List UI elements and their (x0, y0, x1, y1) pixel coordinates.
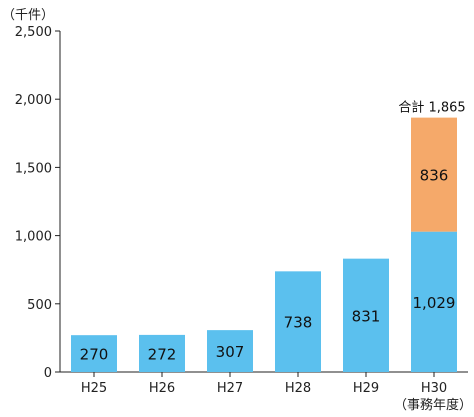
data-label: 270 (80, 346, 109, 364)
bar-h25-s0 (71, 335, 117, 372)
x-tick-label: H28 (285, 381, 311, 396)
x-tick-label: H29 (353, 381, 379, 396)
data-label: 836 (420, 167, 449, 185)
x-tick-label: H25 (81, 381, 107, 396)
y-tick-label: 500 (27, 298, 52, 313)
x-axis-unit-label: （事務年度） (394, 397, 472, 413)
data-label: 1,029 (413, 294, 456, 312)
bar-h26-s0 (139, 334, 185, 372)
total-annotation: 合計 1,865 (398, 100, 465, 116)
bar-h30-s1 (411, 117, 457, 232)
data-label: 272 (148, 345, 177, 363)
y-tick-label: 2,500 (15, 25, 52, 40)
bar-h27-s0 (207, 330, 253, 372)
data-label: 738 (284, 314, 313, 332)
bar-h29-s0 (343, 258, 389, 372)
x-tick-label: H30 (421, 381, 447, 396)
y-tick-label: 1,000 (15, 230, 52, 245)
y-tick-label: 1,500 (15, 161, 52, 176)
y-tick-label: 0 (44, 366, 52, 381)
plot-area: 0 500 1,000 1,500 2,000 2,500 270 H25 272 H26 307 H… (15, 25, 468, 396)
y-tick-label: 2,000 (15, 93, 52, 108)
x-tick-label: H26 (149, 381, 175, 396)
y-axis-unit-label: （千件） (2, 8, 54, 23)
bar-h28-s0 (275, 271, 321, 372)
data-label: 307 (216, 343, 245, 361)
data-label: 831 (352, 307, 381, 325)
bar-h30-s0 (411, 231, 457, 372)
x-tick-label: H27 (217, 381, 243, 396)
